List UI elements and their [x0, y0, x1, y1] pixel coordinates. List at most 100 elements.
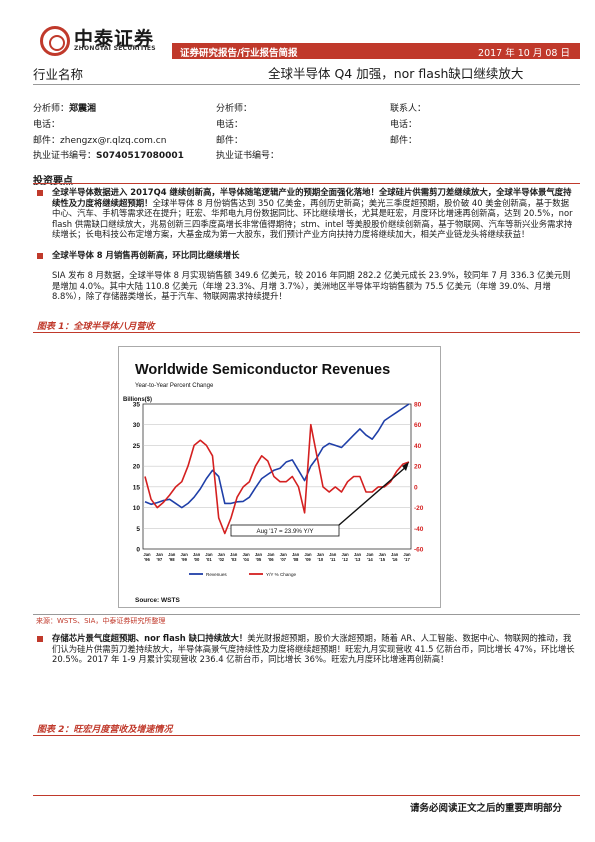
x-tick-label: '09 [305, 557, 311, 562]
report-title: 全球半导体 Q4 加强，nor flash缺口继续放大 [268, 66, 524, 81]
chart-y-left-label: Billions($) [123, 397, 152, 403]
x-tick-label: '13 [355, 557, 361, 562]
x-month-label: Jan [341, 552, 349, 557]
contact-email-label: 邮件： [390, 136, 418, 146]
section-title: 投资要点 [33, 176, 73, 187]
y-right-tick-label: -40 [414, 526, 424, 533]
y-right-tick-label: -20 [414, 505, 424, 512]
annotation-text: Aug '17 = 23.9% Y/Y [257, 528, 314, 535]
x-tick-label: '04 [243, 557, 249, 562]
x-tick-label: '99 [181, 557, 187, 562]
y-right-tick-label: 40 [414, 443, 422, 450]
chart-title: Worldwide Semiconductor Revenues [135, 362, 390, 378]
x-tick-label: '16 [392, 557, 398, 562]
company-logo-en: ZHONGTAI SECURITIES [74, 45, 156, 52]
figure-1-source: 来源：WSTS、SIA，中泰证券研究所整理 [36, 617, 166, 625]
section-divider [33, 183, 580, 184]
y-left-tick-label: 35 [133, 402, 141, 409]
x-tick-label: '15 [379, 557, 385, 562]
x-month-label: Jan [255, 552, 263, 557]
x-tick-label: '17 [404, 557, 410, 562]
bullet-paragraph-1: 全球半导体数据进入 2017Q4 继续创新高，半导体随笔逻辑产业的预期全面强化落… [52, 187, 577, 240]
bullet-1-heading: 全球半导体数据进入 2017Q4 继续创新高，半导体随笔逻辑产业的预期全面强化落… [52, 187, 572, 208]
report-date: 2017 年 10 月 08 日 [478, 48, 570, 59]
x-tick-label: '97 [157, 557, 163, 562]
figure-1-chart: Worldwide Semiconductor Revenues Year-to… [118, 346, 441, 608]
logo-icon [40, 26, 70, 56]
x-month-label: Jan [156, 552, 164, 557]
x-tick-label: '00 [194, 557, 200, 562]
x-tick-label: '10 [318, 557, 324, 562]
x-tick-label: '07 [280, 557, 286, 562]
x-tick-label: '11 [330, 557, 336, 562]
bullet-paragraph-3: 存储芯片景气度超预期、nor flash 缺口持续放大！美光财报超预期，股价大涨… [52, 633, 577, 665]
y-left-tick-label: 0 [136, 547, 140, 554]
analyst-2-label: 分析师： [216, 104, 253, 114]
y-left-tick-label: 15 [133, 484, 141, 491]
x-tick-label: '98 [169, 557, 175, 562]
figure-1-title-bar: 图表 1：全球半导体八月营收 [33, 319, 580, 333]
bullet-paragraph-2: SIA 发布 8 月数据，全球半导体 8 月实现销售额 349.6 亿美元，较 … [52, 270, 577, 302]
contact-label: 联系人： [390, 104, 427, 114]
x-month-label: Jan [379, 552, 387, 557]
bullet-icon [37, 190, 43, 196]
analyst-1-license-number: S0740517080001 [96, 151, 184, 161]
x-tick-label: '05 [256, 557, 262, 562]
chart-subtitle: Year-to-Year Percent Change [135, 383, 214, 389]
x-month-label: Jan [391, 552, 399, 557]
x-tick-label: '14 [367, 557, 373, 562]
series-revenues-line [144, 403, 410, 509]
x-month-label: Jan [242, 552, 250, 557]
bullet-paragraph-2-heading: 全球半导体 8 月销售再创新高，环比同比继续增长 [52, 250, 577, 261]
x-tick-label: '08 [293, 557, 299, 562]
x-tick-label: '06 [268, 557, 274, 562]
x-month-label: Jan [329, 552, 337, 557]
x-month-label: Jan [168, 552, 176, 557]
annotation-arrow [338, 465, 408, 526]
x-month-label: Jan [354, 552, 362, 557]
analyst-1-label: 分析师：郑震湘 [33, 104, 97, 114]
footer-disclaimer: 请务必阅读正文之后的重要声明部分 [409, 803, 562, 814]
x-month-label: Jan [292, 552, 300, 557]
x-month-label: Jan [205, 552, 213, 557]
x-month-label: Jan [218, 552, 226, 557]
footer-divider [33, 795, 580, 796]
x-month-label: Jan [280, 552, 288, 557]
figure-1-source-divider [33, 614, 580, 615]
bullet-icon [37, 253, 43, 259]
company-logo-cn: 中泰证券 [74, 28, 155, 50]
x-month-label: Jan [230, 552, 238, 557]
header-bar: 证券研究报告/行业报告简报 2017 年 10 月 08 日 [172, 43, 580, 59]
x-tick-label: '02 [218, 557, 224, 562]
contact-phone-label: 电话： [390, 120, 418, 130]
chart-source: Source: WSTS [135, 597, 180, 604]
annotation-box [230, 524, 340, 537]
y-right-tick-label: 80 [414, 402, 422, 409]
y-right-tick-label: -60 [414, 547, 424, 554]
y-right-tick-label: 0 [414, 484, 418, 491]
section-header: 投资要点 [33, 169, 580, 187]
annotation-arrowhead [402, 462, 409, 471]
y-left-tick-label: 10 [133, 505, 141, 512]
bullet-2-heading: 全球半导体 8 月销售再创新高，环比同比继续增长 [52, 250, 240, 260]
y-left-tick-label: 25 [133, 443, 141, 450]
x-month-label: Jan [304, 552, 312, 557]
bullet-2-body: SIA 发布 8 月数据，全球半导体 8 月实现销售额 349.6 亿美元，较 … [52, 270, 571, 302]
y-left-tick-label: 5 [136, 526, 140, 533]
legend-yoy-label: Y/Y % Change [266, 572, 296, 577]
x-tick-label: '03 [231, 557, 237, 562]
industry-name: 行业名称 [33, 67, 84, 82]
y-right-tick-label: 20 [414, 464, 422, 471]
analyst-1-email: 邮件：zhengzx@r.qlzq.com.cn [33, 136, 167, 146]
semiconductor-revenue-chart: Worldwide Semiconductor Revenues Year-to… [123, 362, 424, 604]
figure-2-title: 图表 2：旺宏月度营收及增速情况 [37, 725, 173, 735]
figure-2-title-bar: 图表 2：旺宏月度营收及增速情况 [33, 722, 580, 736]
title-divider [33, 84, 580, 85]
x-month-label: Jan [181, 552, 189, 557]
x-month-label: Jan [403, 552, 411, 557]
analyst-1-email-link[interactable]: zhengzx@r.qlzq.com.cn [60, 136, 167, 146]
y-right-tick-label: 60 [414, 422, 422, 429]
analyst-1-name: 郑震湘 [69, 104, 97, 114]
analyst-2-license-label: 执业证书编号： [216, 151, 280, 161]
bullet-3-body: 美光财报超预期，股价大涨超预期，随着 AR、人工智能、数据中心、物联网的推动，我… [52, 633, 575, 665]
